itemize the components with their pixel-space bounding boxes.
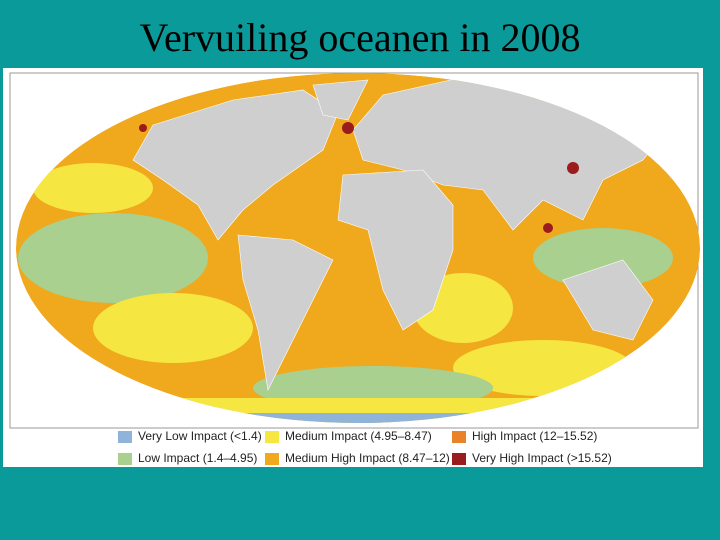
legend-label: Very Low Impact (<1.4) xyxy=(138,429,262,443)
legend-swatch xyxy=(452,431,466,443)
legend: Very Low Impact (<1.4) Low Impact (1.4–4.… xyxy=(118,429,612,465)
legend-swatch xyxy=(452,453,466,465)
ocean-region xyxy=(33,163,153,213)
slide-title: Vervuiling oceanen in 2008 xyxy=(139,15,581,60)
legend-swatch xyxy=(265,453,279,465)
continents xyxy=(132,74,684,391)
ocean-impact xyxy=(16,73,700,423)
map-panel: Very Low Impact (<1.4) Low Impact (1.4–4.… xyxy=(3,68,703,467)
legend-label: Low Impact (1.4–4.95) xyxy=(138,451,257,465)
legend-swatch xyxy=(118,431,132,443)
ocean-region xyxy=(183,413,523,423)
hotspots xyxy=(139,122,579,233)
ocean-region xyxy=(533,228,673,288)
ocean-region xyxy=(18,213,208,303)
legend-label: Medium Impact (4.95–8.47) xyxy=(285,429,432,443)
legend-label: Medium High Impact (8.47–12) xyxy=(285,451,450,465)
ocean-region xyxy=(93,293,253,363)
legend-label: High Impact (12–15.52) xyxy=(472,429,597,443)
map: Very Low Impact (<1.4) Low Impact (1.4–4.… xyxy=(9,72,700,465)
legend-swatch xyxy=(265,431,279,443)
legend-swatch xyxy=(118,453,132,465)
legend-label: Very High Impact (>15.52) xyxy=(472,451,612,465)
